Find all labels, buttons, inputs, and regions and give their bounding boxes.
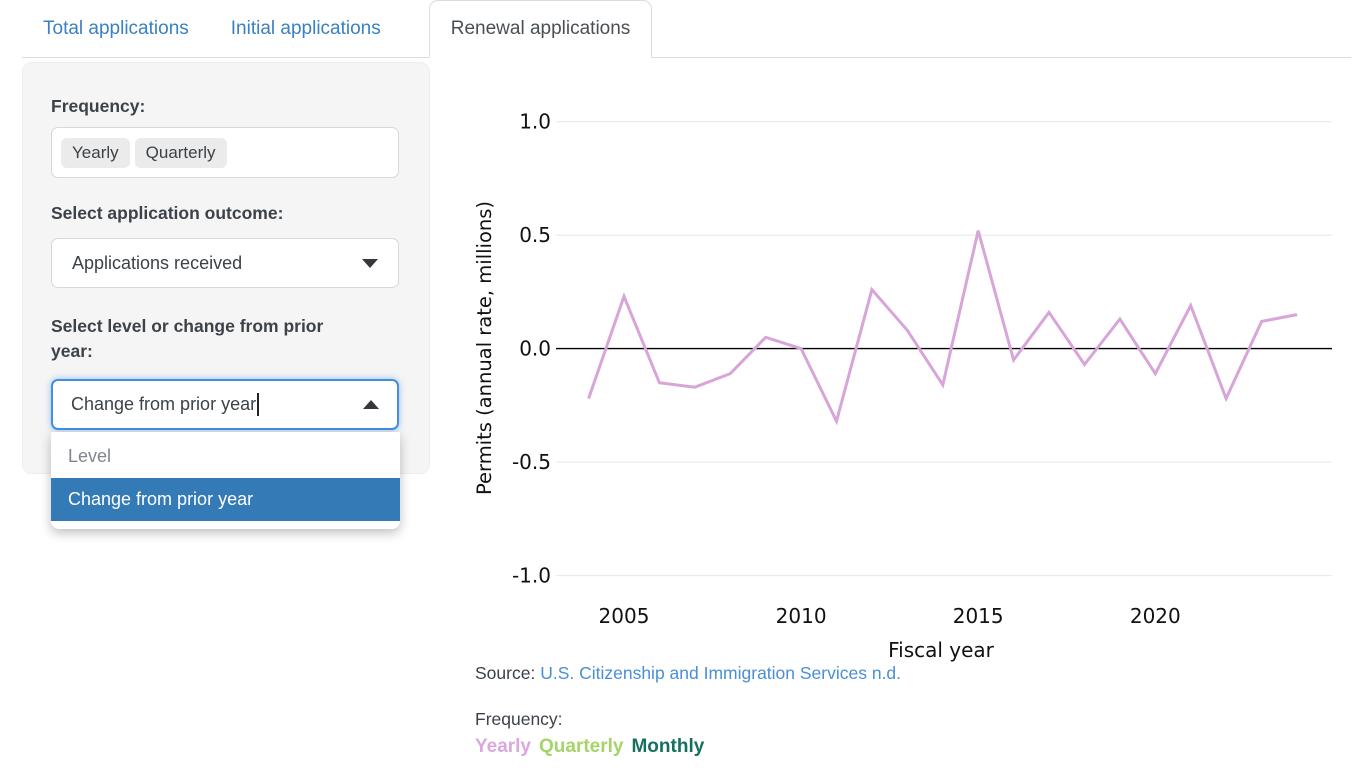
frequency-token-quarterly[interactable]: Quarterly (134, 137, 227, 168)
source-prefix: Source: (475, 663, 541, 683)
x-tick-label: 2020 (1130, 604, 1181, 628)
x-tick-label: 2015 (953, 604, 1004, 628)
level-label: Select level or change from prior year: (51, 314, 361, 365)
tab-initial-applications[interactable]: Initial applications (230, 17, 381, 39)
renewal-line-chart: 1.0 0.5 0.0 -0.5 -1.0 2005 2010 2015 2020 Permits… (473, 110, 1332, 662)
tab-renewal-applications[interactable]: Renewal applications (428, 0, 653, 58)
chevron-down-icon (362, 258, 378, 268)
footer-frequency-label: Frequency: (475, 709, 563, 729)
source-line: Source: U.S. Citizenship and Immigration… (475, 663, 901, 684)
frequency-token-input[interactable]: Yearly Quarterly (51, 127, 399, 178)
source-link[interactable]: U.S. Citizenship and Immigration Service… (540, 663, 902, 683)
outcome-label: Select application outcome: (51, 203, 284, 223)
y-axis-title: Permits (annual rate, millions) (473, 201, 496, 495)
y-tick-label: 1.0 (519, 110, 551, 134)
y-tick-label: 0.5 (519, 223, 551, 247)
frequency-link-monthly[interactable]: Monthly (631, 736, 705, 757)
level-label-line1: Select level or change from prior (51, 316, 324, 336)
level-combobox-text: Change from prior year (71, 394, 257, 414)
level-dropdown-menu: Level Change from prior year (51, 432, 400, 529)
dropdown-option-change-from-prior-year[interactable]: Change from prior year (51, 478, 400, 521)
frequency-label: Frequency: (51, 96, 146, 116)
frequency-link-quarterly[interactable]: Quarterly (539, 736, 624, 757)
level-combobox-value: Change from prior year (71, 393, 363, 416)
data-series-line (587, 230, 1298, 426)
dropdown-option-level[interactable]: Level (68, 446, 112, 466)
chevron-up-icon (363, 400, 379, 409)
level-label-line2: year: (51, 341, 93, 362)
y-tick-label: -0.5 (512, 450, 551, 474)
controls-panel: Frequency: Yearly Quarterly Select appli… (22, 62, 430, 474)
level-combobox[interactable]: Change from prior year (51, 379, 399, 430)
x-axis-title: Fiscal year (888, 638, 995, 662)
frequency-link-yearly[interactable]: Yearly (475, 736, 531, 757)
tab-bar: Total applications Initial applications … (22, 0, 1351, 58)
x-tick-label: 2005 (599, 604, 650, 628)
frequency-token-yearly[interactable]: Yearly (61, 137, 130, 168)
outcome-select-value: Applications received (72, 252, 243, 273)
y-tick-label: 0.0 (519, 337, 551, 361)
x-tick-label: 2010 (776, 604, 827, 628)
footer-frequency-links: Yearly Quarterly Monthly (475, 736, 704, 758)
tab-total-applications[interactable]: Total applications (43, 17, 189, 39)
y-tick-label: -1.0 (512, 564, 551, 588)
text-cursor (257, 393, 260, 416)
outcome-select[interactable]: Applications received (51, 238, 399, 288)
